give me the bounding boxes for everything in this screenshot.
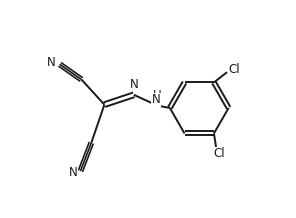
Text: N: N [130,78,139,91]
Text: Cl: Cl [229,63,240,76]
Text: N: N [69,166,78,179]
Text: N: N [47,56,56,69]
Text: Cl: Cl [214,147,225,160]
Text: H: H [153,89,162,102]
Text: N: N [152,93,160,106]
